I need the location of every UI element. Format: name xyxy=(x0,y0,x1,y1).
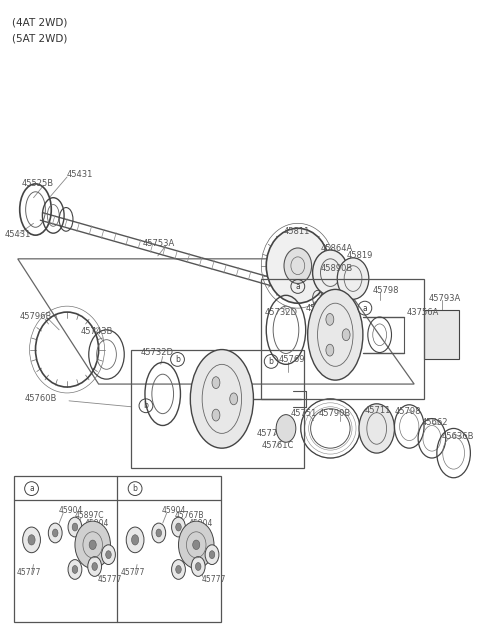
Text: 45819: 45819 xyxy=(347,251,373,260)
Text: 45868: 45868 xyxy=(306,303,332,313)
Ellipse shape xyxy=(68,517,82,537)
Ellipse shape xyxy=(209,551,215,558)
Text: b: b xyxy=(175,355,180,364)
Text: 45864A: 45864A xyxy=(321,244,353,254)
Ellipse shape xyxy=(266,228,329,303)
Ellipse shape xyxy=(179,521,214,569)
Text: 45431: 45431 xyxy=(67,170,94,179)
Text: 45753A: 45753A xyxy=(143,238,175,247)
Text: 45904: 45904 xyxy=(58,506,83,515)
Text: 45662: 45662 xyxy=(422,418,449,427)
Text: 45769: 45769 xyxy=(279,355,306,364)
Ellipse shape xyxy=(284,248,312,284)
Ellipse shape xyxy=(28,535,35,545)
Text: 45760B: 45760B xyxy=(24,394,57,403)
Ellipse shape xyxy=(230,393,238,404)
Text: 45761C: 45761C xyxy=(261,441,294,450)
Ellipse shape xyxy=(152,523,166,543)
Text: b: b xyxy=(144,401,148,410)
Ellipse shape xyxy=(89,540,96,550)
Ellipse shape xyxy=(72,565,78,574)
Ellipse shape xyxy=(342,329,350,341)
Text: 45777: 45777 xyxy=(120,568,144,577)
Text: 45790B: 45790B xyxy=(319,409,351,418)
Text: 45793A: 45793A xyxy=(429,294,461,303)
Text: a: a xyxy=(362,303,367,313)
Text: (4AT 2WD): (4AT 2WD) xyxy=(12,17,67,27)
Ellipse shape xyxy=(75,521,110,569)
Ellipse shape xyxy=(176,523,181,531)
Bar xyxy=(424,310,458,359)
Text: 45777: 45777 xyxy=(17,568,41,577)
Text: 45732D: 45732D xyxy=(264,308,297,317)
Text: 45772A: 45772A xyxy=(256,429,288,438)
Ellipse shape xyxy=(212,409,220,421)
Ellipse shape xyxy=(171,560,185,579)
Ellipse shape xyxy=(171,517,185,537)
Text: 45777: 45777 xyxy=(97,575,122,584)
Ellipse shape xyxy=(212,377,220,389)
Text: 43756A: 43756A xyxy=(406,308,439,317)
Text: a: a xyxy=(29,484,34,493)
Ellipse shape xyxy=(132,535,139,545)
Ellipse shape xyxy=(192,556,205,576)
Ellipse shape xyxy=(52,529,58,537)
Text: 45751: 45751 xyxy=(291,409,317,418)
Text: 45636B: 45636B xyxy=(442,432,474,441)
Text: 45798: 45798 xyxy=(395,407,421,416)
Text: b: b xyxy=(132,484,138,493)
Ellipse shape xyxy=(48,523,62,543)
Text: 45798: 45798 xyxy=(373,286,399,295)
Ellipse shape xyxy=(102,545,115,565)
Text: 45890B: 45890B xyxy=(321,264,353,273)
Ellipse shape xyxy=(92,563,97,570)
Ellipse shape xyxy=(205,545,219,565)
Ellipse shape xyxy=(191,350,253,448)
Text: 45796B: 45796B xyxy=(20,312,52,321)
Bar xyxy=(14,476,221,622)
Text: 45732D: 45732D xyxy=(141,348,174,357)
Text: 45743B: 45743B xyxy=(81,328,113,336)
Ellipse shape xyxy=(326,344,334,356)
Text: (5AT 2WD): (5AT 2WD) xyxy=(12,34,67,44)
Ellipse shape xyxy=(156,529,162,537)
Ellipse shape xyxy=(276,415,296,442)
Text: 45525B: 45525B xyxy=(22,179,54,188)
Text: 45777: 45777 xyxy=(201,575,226,584)
Text: b: b xyxy=(269,357,274,366)
Ellipse shape xyxy=(195,563,201,570)
Text: 45904: 45904 xyxy=(188,518,213,528)
Ellipse shape xyxy=(126,527,144,553)
Ellipse shape xyxy=(308,289,363,380)
Ellipse shape xyxy=(176,565,181,574)
Ellipse shape xyxy=(312,250,348,295)
Ellipse shape xyxy=(88,556,102,576)
Text: 45811: 45811 xyxy=(284,226,311,236)
Ellipse shape xyxy=(337,258,369,300)
Text: 45904: 45904 xyxy=(85,518,109,528)
Ellipse shape xyxy=(359,404,395,453)
Ellipse shape xyxy=(72,523,78,531)
Text: a: a xyxy=(295,282,300,291)
Ellipse shape xyxy=(106,551,111,558)
Ellipse shape xyxy=(192,540,200,550)
Bar xyxy=(261,279,424,399)
Bar xyxy=(131,350,304,468)
Text: 45431: 45431 xyxy=(5,230,31,238)
Ellipse shape xyxy=(68,560,82,579)
Ellipse shape xyxy=(23,527,40,553)
Text: 45904: 45904 xyxy=(162,506,186,515)
Text: 45897C: 45897C xyxy=(75,511,105,520)
Text: 45767B: 45767B xyxy=(175,511,204,520)
Text: 45711: 45711 xyxy=(365,406,391,415)
Ellipse shape xyxy=(326,314,334,325)
